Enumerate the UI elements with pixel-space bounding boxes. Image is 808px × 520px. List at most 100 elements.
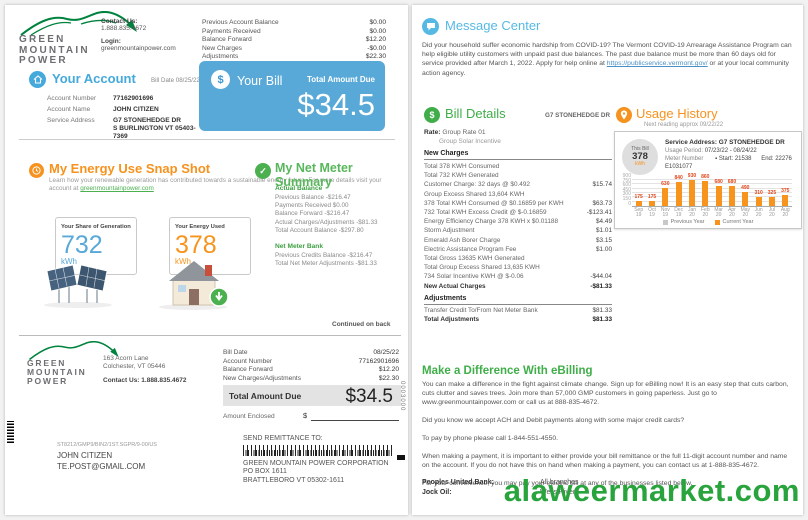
next-reading: Next reading approx 09/22/22	[644, 122, 724, 128]
ebilling-paragraph: To pay by phone please call 1-844-551-45…	[422, 435, 559, 442]
customer-name: JOHN CITIZEN	[57, 451, 113, 460]
chart-x-month: Oct	[648, 207, 656, 213]
chart-gridline	[632, 191, 792, 193]
bill-detail-label: Electric Assistance Program Fee	[424, 245, 517, 253]
net-meter-line: Payments Received $0.00	[275, 202, 349, 210]
chart-x-tick: Feb 20	[699, 208, 712, 218]
chart-x-sub: 20	[702, 212, 709, 218]
bill-detail-row: 732 Total KWH Excess Credit @ $-0.16859 -…	[424, 208, 612, 217]
mailing-code-line: ST8212/GMP9/BIN2/1ST.SGPR/9-00/US	[57, 442, 157, 448]
bill-detail-value: $1.01	[596, 227, 612, 235]
message-text-after: or at your local community action agency…	[422, 60, 789, 77]
remit-row-label: Account Number	[223, 357, 273, 365]
chart-x-axis: Sep 19 Oct 19 Nov 19 Dec 19 Jan 20 Feb 20 Mar 20 Apr 20…	[632, 208, 792, 218]
bill-detail-label: Group Excess Shared 13,604 KWH	[424, 190, 525, 198]
chart-x-tick: May 20	[739, 208, 752, 218]
chart-x-month: Jun	[754, 207, 763, 213]
bill-detail-row: Customer Charge: 32 days @ $0.492 $15.74	[424, 180, 612, 189]
usage-service-address-value: G7 STONEHEDGE DR	[718, 139, 785, 146]
chart-y-tick: 300	[622, 191, 631, 198]
bill-detail-label: 734 Solar Incentive KWH @ $-0.06	[424, 273, 524, 281]
total-amount-due-value: $34.5	[297, 87, 375, 122]
new-charges-header: New Charges	[424, 150, 612, 160]
chart-y-tick: 450	[622, 186, 631, 193]
bill-detail-value: $3.15	[596, 236, 612, 244]
chart-x-month: Apr	[728, 207, 736, 213]
assistance-program-link[interactable]: https://publicservice.vermont.gov/	[606, 60, 708, 68]
chart-x-sub: 20	[769, 212, 775, 218]
balance-row-value: $22.30	[365, 53, 386, 61]
balance-row: Previous Account Balance $0.00	[202, 19, 386, 28]
address-line: 163 Acorn Lane	[103, 355, 149, 362]
chart-x-sub: 20	[782, 212, 789, 218]
chart-x-tick: Mar 20	[712, 208, 725, 218]
rate-line: Rate: Group Rate 01	[424, 129, 486, 136]
total-due-band-label: Total Amount Due	[229, 391, 302, 401]
chart-gridline	[632, 178, 792, 180]
message-center-title: Message Center	[445, 18, 541, 33]
balance-row-label: Adjustments	[202, 53, 239, 61]
chart-bar	[702, 180, 709, 206]
bill-detail-label: Total Group Excess Shared 13,635 KWH	[424, 264, 540, 272]
payee-address: GREEN MOUNTAIN POWER CORPORATION PO BOX …	[243, 460, 389, 485]
bill-detail-label: New Actual Charges	[424, 282, 486, 290]
rate-sub: Group Solar Incentive	[439, 138, 501, 145]
bill-detail-label: Total 378 KWH Consumed	[424, 163, 500, 170]
account-row-value-line: 77162901696	[113, 94, 154, 102]
meter-end-label: End:	[761, 156, 774, 162]
chart-legend-swatch	[662, 219, 668, 225]
chart-bar-slot: 680	[712, 174, 725, 206]
chart-bar-value-label: 680	[714, 179, 723, 186]
bill-detail-row: Storm Adjustment $1.01	[424, 226, 612, 235]
chart-x-tick: Jul 20	[765, 208, 778, 218]
balance-row-label: Balance Forward	[202, 36, 252, 44]
chart-bar-value-label: 680	[727, 179, 737, 186]
net-meter-bank-lines: Previous Credits Balance -$216.47 Total N…	[275, 252, 403, 268]
perforation-divider	[19, 335, 401, 336]
chart-bar	[648, 200, 655, 206]
chart-bar-slot: 375	[779, 174, 792, 206]
amount-enclosed-label: Amount Enclosed	[223, 413, 275, 420]
gmp-website-link[interactable]: greenmountainpower.com	[80, 185, 154, 193]
chart-x-tick: Aug 20	[779, 208, 792, 218]
logo-line: GREEN	[19, 34, 66, 45]
contact-phone: 1.888.835.4672	[101, 25, 147, 32]
chart-gridline	[632, 200, 792, 202]
registration-mark	[397, 455, 405, 460]
chart-legend: Previous Year Current Year	[621, 219, 795, 225]
chart-bar-value-label: 375	[781, 188, 790, 195]
chart-y-axis: 900 750 600 450 300 150 0	[621, 173, 631, 206]
chart-bar-slot: 310	[752, 174, 765, 206]
snapshot-card: Your Share of Generation 732 kWh	[55, 217, 137, 275]
business-row: Jock Oil: Wells River	[422, 488, 672, 498]
gmp-mountain-logo-icon	[20, 11, 137, 36]
chart-x-sub: 19	[675, 212, 682, 218]
chart-legend-label: Previous Year	[670, 219, 705, 225]
bill-detail-label: Total 732 KWH Generated	[424, 172, 499, 180]
your-bill-title: Your Bill	[237, 74, 283, 88]
meter-line: Meter Number ▪ Start: 21538 End: 22276	[665, 155, 797, 163]
chart-gridline	[632, 196, 792, 198]
chart-legend-label: Current Year	[722, 219, 754, 225]
snapshot-card: Your Energy Used 378 kWh	[169, 217, 251, 275]
snapshot-card-value: 378	[175, 231, 217, 259]
chart-x-tick: Jan 20	[685, 208, 698, 218]
payee-line: BRATTLEBORO VT 05302-1611	[243, 476, 345, 484]
chart-bar	[742, 191, 749, 206]
chart-x-tick: Apr 20	[725, 208, 738, 218]
chart-x-month: Mar	[714, 207, 723, 213]
bill-detail-row: 734 Solar Incentive KWH @ $-0.06 -$44.04	[424, 272, 612, 281]
net-meter-line: Balance Forward -$216.47	[275, 210, 350, 218]
edge-mark-barcode	[7, 421, 14, 443]
contact-label: Contact Us:	[101, 18, 138, 25]
account-row-value: G7 STONEHEDGE DR S BURLINGTON VT 05403-73…	[113, 115, 197, 141]
bill-detail-row: Total Gross 13635 KWH Generated	[424, 254, 612, 263]
chart-bar	[768, 196, 775, 206]
message-center-text: Did your household suffer economic hards…	[422, 41, 794, 78]
account-row: Account Name JOHN CITIZEN	[47, 104, 197, 115]
continued-on-back: Continued on back	[332, 321, 391, 328]
your-account-title: Your Account	[52, 71, 136, 86]
account-row-label: Account Name	[47, 106, 91, 113]
balance-row: New Charges -$0.00	[202, 45, 386, 54]
usage-service-address-label: Service Address:	[665, 139, 717, 146]
